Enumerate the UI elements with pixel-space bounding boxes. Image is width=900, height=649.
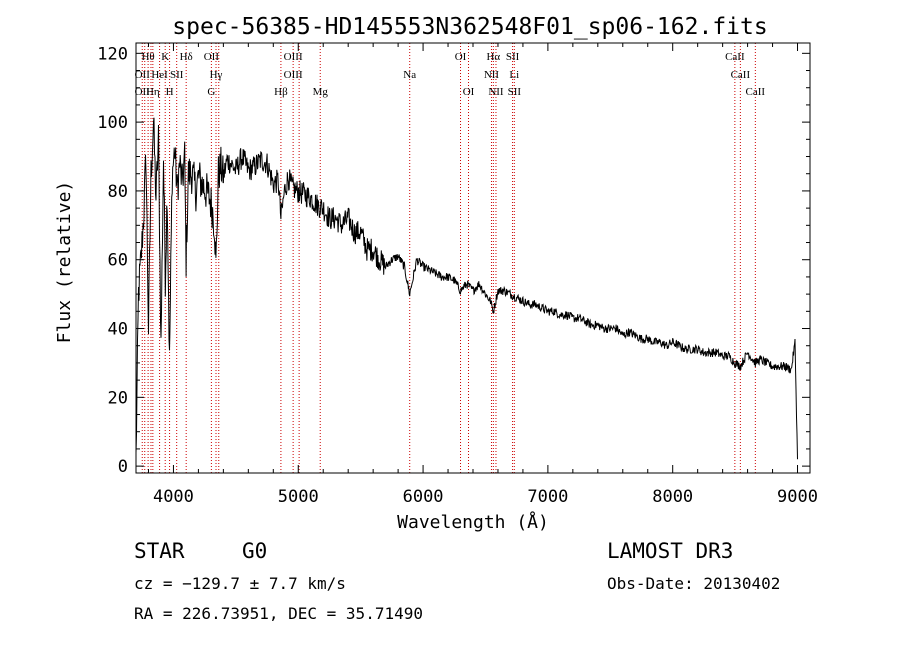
y-axis-label: Flux (relative) xyxy=(54,181,75,344)
line-label: OII xyxy=(204,51,220,63)
line-label: OIII xyxy=(284,51,303,63)
line-label: Hδ xyxy=(180,51,193,63)
line-label: SII xyxy=(170,69,184,81)
y-tick-labels: 0 20 40 60 80 100 120 xyxy=(97,44,128,477)
line-label: Mg xyxy=(313,86,329,98)
x-tick-label: 8000 xyxy=(652,487,693,507)
line-label: Hα xyxy=(486,51,500,63)
x-tick-label: 6000 xyxy=(403,487,444,507)
line-label: OII xyxy=(135,69,151,81)
y-tick-label: 120 xyxy=(97,44,128,64)
axis-ticks xyxy=(136,43,810,473)
redshift-cz: cz = −129.7 ± 7.7 km/s xyxy=(134,574,346,593)
line-label: Hβ xyxy=(274,86,288,98)
chart-title: spec-56385-HD145553N362548F01_sp06-162.f… xyxy=(172,14,767,40)
y-tick-label: 40 xyxy=(108,320,128,340)
x-axis-label: Wavelength (Å) xyxy=(397,511,549,533)
spectral-line-markers xyxy=(141,43,756,473)
line-label: G xyxy=(207,86,215,98)
spectrum-line xyxy=(135,117,798,460)
y-tick-label: 0 xyxy=(118,457,128,477)
observation-date: Obs-Date: 20130402 xyxy=(607,574,780,593)
plot-frame xyxy=(135,42,811,474)
y-tick-label: 100 xyxy=(97,113,128,133)
line-label: HeI xyxy=(151,69,168,81)
line-label: Na xyxy=(403,69,416,81)
x-tick-label: 4000 xyxy=(153,487,194,507)
line-label: K xyxy=(161,51,169,63)
object-class: STAR xyxy=(134,539,185,563)
x-tick-label: 9000 xyxy=(777,487,818,507)
line-label: OI xyxy=(455,51,467,63)
line-label: H xyxy=(166,86,174,98)
line-label: NII xyxy=(488,86,504,98)
y-tick-label: 80 xyxy=(108,182,128,202)
line-label: CaII xyxy=(731,69,751,81)
survey-name: LAMOST DR3 xyxy=(607,539,733,563)
line-label: NII xyxy=(484,69,500,81)
line-label: Hθ xyxy=(141,51,154,63)
line-label: OIII xyxy=(284,69,303,81)
y-tick-label: 60 xyxy=(108,251,128,271)
line-label: Hγ xyxy=(210,69,223,81)
line-label: Li xyxy=(509,69,519,81)
object-subclass: G0 xyxy=(242,539,267,563)
x-tick-label: 5000 xyxy=(278,487,319,507)
ra-dec-coordinates: RA = 226.73951, DEC = 35.71490 xyxy=(134,604,423,623)
line-label: SII xyxy=(506,51,520,63)
y-tick-label: 20 xyxy=(108,388,128,408)
line-label: OI xyxy=(463,86,475,98)
x-tick-labels: 4000 5000 6000 7000 8000 9000 xyxy=(153,487,818,507)
line-label: CaII xyxy=(746,86,766,98)
x-tick-label: 7000 xyxy=(527,487,568,507)
line-label: OII xyxy=(135,86,151,98)
line-label: SII xyxy=(508,86,522,98)
line-label: Hη xyxy=(146,86,160,98)
line-label: CaII xyxy=(725,51,745,63)
